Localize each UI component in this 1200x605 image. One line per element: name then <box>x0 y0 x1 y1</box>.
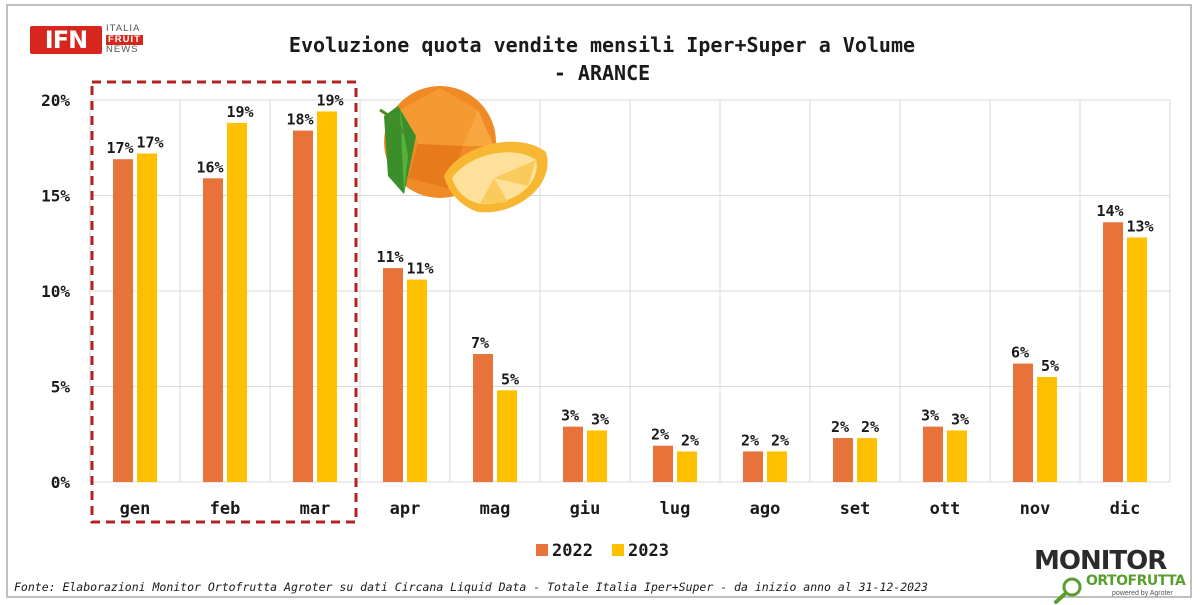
bar-2023-mar <box>317 111 337 483</box>
data-label-2022: 3% <box>921 407 939 425</box>
monitor-ortofrutta-logo: MONITOR ORTOFRUTTA powered by Agroter <box>1034 546 1194 604</box>
data-label-2023: 3% <box>591 410 609 428</box>
ifn-logo: IFN ITALIA FRUIT NEWS <box>30 23 150 60</box>
bar-2022-gen <box>113 159 133 482</box>
chart-title: Evoluzione quota vendite mensili Iper+Su… <box>289 33 915 57</box>
bar-2022-giu <box>563 426 583 482</box>
data-label-2022: 16% <box>196 158 223 176</box>
bar-2022-ott <box>923 426 943 482</box>
data-label-2022: 14% <box>1096 202 1123 220</box>
chart: Evoluzione quota vendite mensili Iper+Su… <box>14 33 1171 594</box>
data-label-2023: 3% <box>951 410 969 428</box>
monitor-logo-small: powered by Agroter <box>1112 590 1173 597</box>
data-label-2022: 7% <box>471 334 489 352</box>
y-tick-label: 0% <box>51 473 71 492</box>
legend-swatch-2022 <box>536 544 548 556</box>
x-tick-label: apr <box>390 499 421 519</box>
monitor-logo-top: MONITOR <box>1034 546 1167 576</box>
x-tick-label: set <box>840 499 871 519</box>
ifn-logo-line3: NEWS <box>106 44 139 55</box>
chart-subtitle: - ARANCE <box>554 61 650 85</box>
x-tick-label: giu <box>570 499 601 519</box>
x-tick-label: ago <box>750 499 781 519</box>
data-label-2023: 11% <box>406 260 433 278</box>
y-tick-label: 10% <box>41 282 70 301</box>
bar-2022-dic <box>1103 222 1123 483</box>
bar-2023-nov <box>1037 376 1057 482</box>
y-tick-label: 20% <box>41 91 70 110</box>
x-tick-label: nov <box>1020 499 1051 519</box>
data-label-2023: 13% <box>1126 218 1153 236</box>
bar-2023-ott <box>947 430 967 482</box>
data-label-2022: 2% <box>651 426 669 444</box>
x-tick-label: dic <box>1110 499 1141 519</box>
data-label-2022: 6% <box>1011 344 1029 362</box>
legend-swatch-2023 <box>612 544 624 556</box>
data-label-2022: 11% <box>376 248 403 266</box>
data-label-2023: 5% <box>501 370 519 388</box>
monitor-logo-bottom: ORTOFRUTTA <box>1086 573 1186 589</box>
data-label-2022: 17% <box>106 139 133 157</box>
highlight-box <box>90 80 358 524</box>
bar-2023-apr <box>407 279 427 482</box>
data-label-2023: 19% <box>226 103 253 121</box>
bar-2023-ago <box>767 451 787 482</box>
bar-2023-dic <box>1127 237 1147 482</box>
x-tick-label: feb <box>210 499 241 519</box>
bar-2022-lug <box>653 445 673 482</box>
bar-2023-gen <box>137 153 157 483</box>
x-tick-label: mag <box>480 499 511 519</box>
data-label-2022: 18% <box>286 111 313 129</box>
data-label-2023: 5% <box>1041 357 1059 375</box>
bar-2022-nov <box>1013 363 1033 482</box>
data-label-2022: 2% <box>741 431 759 449</box>
bar-2022-mag <box>473 354 493 482</box>
data-label-2022: 2% <box>831 418 849 436</box>
data-label-2023: 17% <box>136 133 163 151</box>
x-tick-label: lug <box>660 499 691 519</box>
data-label-2023: 2% <box>771 431 789 449</box>
ifn-logo-line1: ITALIA <box>106 23 141 34</box>
y-tick-label: 5% <box>51 378 71 397</box>
source-note: Fonte: Elaborazioni Monitor Ortofrutta A… <box>14 580 928 594</box>
bar-2023-mag <box>497 390 517 482</box>
bar-2022-ago <box>743 451 763 482</box>
bar-2022-mar <box>293 130 313 482</box>
bar-2023-giu <box>587 430 607 482</box>
bar-2023-lug <box>677 451 697 482</box>
orange-slice-icon <box>444 141 548 213</box>
bar-2022-set <box>833 438 853 482</box>
orange-illustration <box>379 86 548 213</box>
y-tick-label: 15% <box>41 187 70 206</box>
bar-2022-feb <box>203 178 223 482</box>
x-tick-label: mar <box>300 499 331 519</box>
legend-label-2022: 2022 <box>552 541 593 561</box>
data-label-2023: 19% <box>316 91 343 109</box>
magnifier-icon <box>1054 577 1082 604</box>
x-tick-label: gen <box>120 499 151 519</box>
bar-2023-set <box>857 438 877 482</box>
x-tick-label: ott <box>930 499 961 519</box>
data-label-2022: 3% <box>561 407 579 425</box>
ifn-logo-line2: FRUIT <box>106 33 143 45</box>
chart-frame: IFN ITALIA FRUIT NEWS Evoluzione quota v… <box>6 4 1192 604</box>
data-label-2023: 2% <box>681 431 699 449</box>
data-label-2023: 2% <box>861 418 879 436</box>
legend-label-2023: 2023 <box>628 541 669 561</box>
bar-2023-feb <box>227 122 247 483</box>
ifn-logo-mark: IFN <box>30 26 102 54</box>
bar-2022-apr <box>383 268 403 482</box>
